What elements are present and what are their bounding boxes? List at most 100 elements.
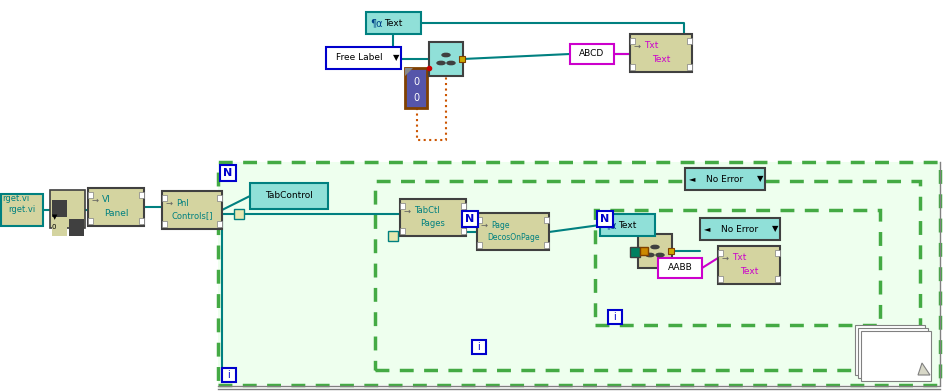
Bar (220, 165, 236, 181)
Text: →: → (404, 206, 411, 215)
Text: rget.vi: rget.vi (2, 194, 29, 203)
Text: 0: 0 (52, 224, 57, 230)
Text: ¶α: ¶α (370, 18, 382, 28)
Bar (1, 194, 43, 226)
Text: i: i (228, 370, 230, 380)
Bar (775, 250, 780, 256)
Bar (630, 247, 640, 257)
Text: N: N (224, 168, 232, 178)
Bar (388, 231, 398, 241)
Circle shape (442, 53, 450, 57)
Bar (326, 47, 401, 69)
Text: ¶α: ¶α (604, 220, 616, 230)
Bar (638, 234, 672, 268)
Text: Text: Text (739, 267, 758, 276)
Bar (162, 191, 222, 229)
Bar (222, 368, 236, 382)
Text: Txt: Txt (644, 41, 658, 50)
Bar (544, 217, 549, 223)
Text: Txt: Txt (732, 253, 746, 262)
Circle shape (447, 61, 455, 65)
Bar (668, 248, 674, 254)
Bar (88, 218, 93, 224)
Text: i: i (478, 342, 481, 352)
Bar (405, 68, 427, 108)
Text: DecosOnPage: DecosOnPage (486, 233, 539, 242)
Bar (858, 328, 928, 378)
Bar (630, 64, 635, 70)
Bar (462, 211, 478, 227)
Bar (139, 218, 144, 224)
Bar (687, 38, 692, 44)
Bar (477, 217, 482, 223)
Text: →: → (481, 221, 488, 230)
Bar (630, 38, 635, 44)
Bar (718, 276, 723, 282)
Text: Text: Text (652, 54, 670, 63)
Text: →: → (722, 253, 729, 262)
Bar (608, 310, 622, 324)
Bar (162, 221, 167, 227)
Text: ▼: ▼ (757, 174, 763, 183)
Bar (375, 181, 920, 370)
Text: ◄: ◄ (704, 224, 710, 233)
Text: Text: Text (618, 221, 636, 230)
Text: Controls[]: Controls[] (172, 212, 212, 221)
Circle shape (646, 253, 654, 256)
Bar (461, 203, 466, 209)
Bar (570, 44, 614, 64)
Text: rget.vi: rget.vi (9, 206, 36, 215)
Circle shape (651, 245, 659, 249)
Bar (400, 228, 405, 234)
Bar (400, 203, 405, 209)
Text: 0: 0 (413, 77, 419, 87)
Bar (718, 246, 780, 284)
Bar (50, 190, 85, 228)
Text: No Error: No Error (721, 224, 758, 233)
Bar (861, 331, 931, 381)
Bar (461, 228, 466, 234)
Bar (775, 276, 780, 282)
Bar (139, 192, 144, 198)
Bar (69, 219, 84, 236)
Text: Text: Text (384, 18, 402, 27)
Text: →: → (92, 196, 99, 204)
Bar (162, 195, 167, 201)
Text: Pnl: Pnl (176, 199, 189, 208)
Bar (88, 188, 144, 226)
Bar (477, 213, 549, 250)
Bar (855, 325, 925, 375)
Text: N: N (465, 214, 475, 224)
Bar (658, 258, 702, 278)
Text: ▼: ▼ (52, 214, 58, 220)
Bar (218, 162, 940, 385)
Text: AABB: AABB (667, 264, 692, 273)
Text: →: → (634, 41, 641, 50)
Polygon shape (918, 363, 930, 375)
Polygon shape (405, 68, 413, 76)
Bar (687, 64, 692, 70)
Circle shape (437, 61, 445, 65)
Text: ◄: ◄ (689, 174, 696, 183)
Bar (597, 211, 613, 227)
Bar (88, 192, 93, 198)
Text: No Error: No Error (706, 174, 743, 183)
Text: ▼: ▼ (772, 224, 778, 233)
Bar (700, 218, 780, 240)
Bar (477, 242, 482, 248)
Text: Free Label: Free Label (336, 54, 382, 63)
Bar (472, 340, 486, 354)
Text: TabControl: TabControl (265, 192, 313, 201)
Bar (375, 181, 920, 370)
Text: i: i (613, 312, 616, 322)
Text: TabCtl: TabCtl (414, 206, 440, 215)
Bar (544, 242, 549, 248)
Bar (400, 199, 466, 236)
Bar (429, 42, 463, 76)
Bar (234, 209, 244, 219)
Bar (600, 214, 655, 236)
Bar (640, 247, 648, 255)
Text: ▼: ▼ (393, 54, 399, 63)
Text: Pages: Pages (421, 219, 446, 228)
Bar (459, 56, 465, 62)
